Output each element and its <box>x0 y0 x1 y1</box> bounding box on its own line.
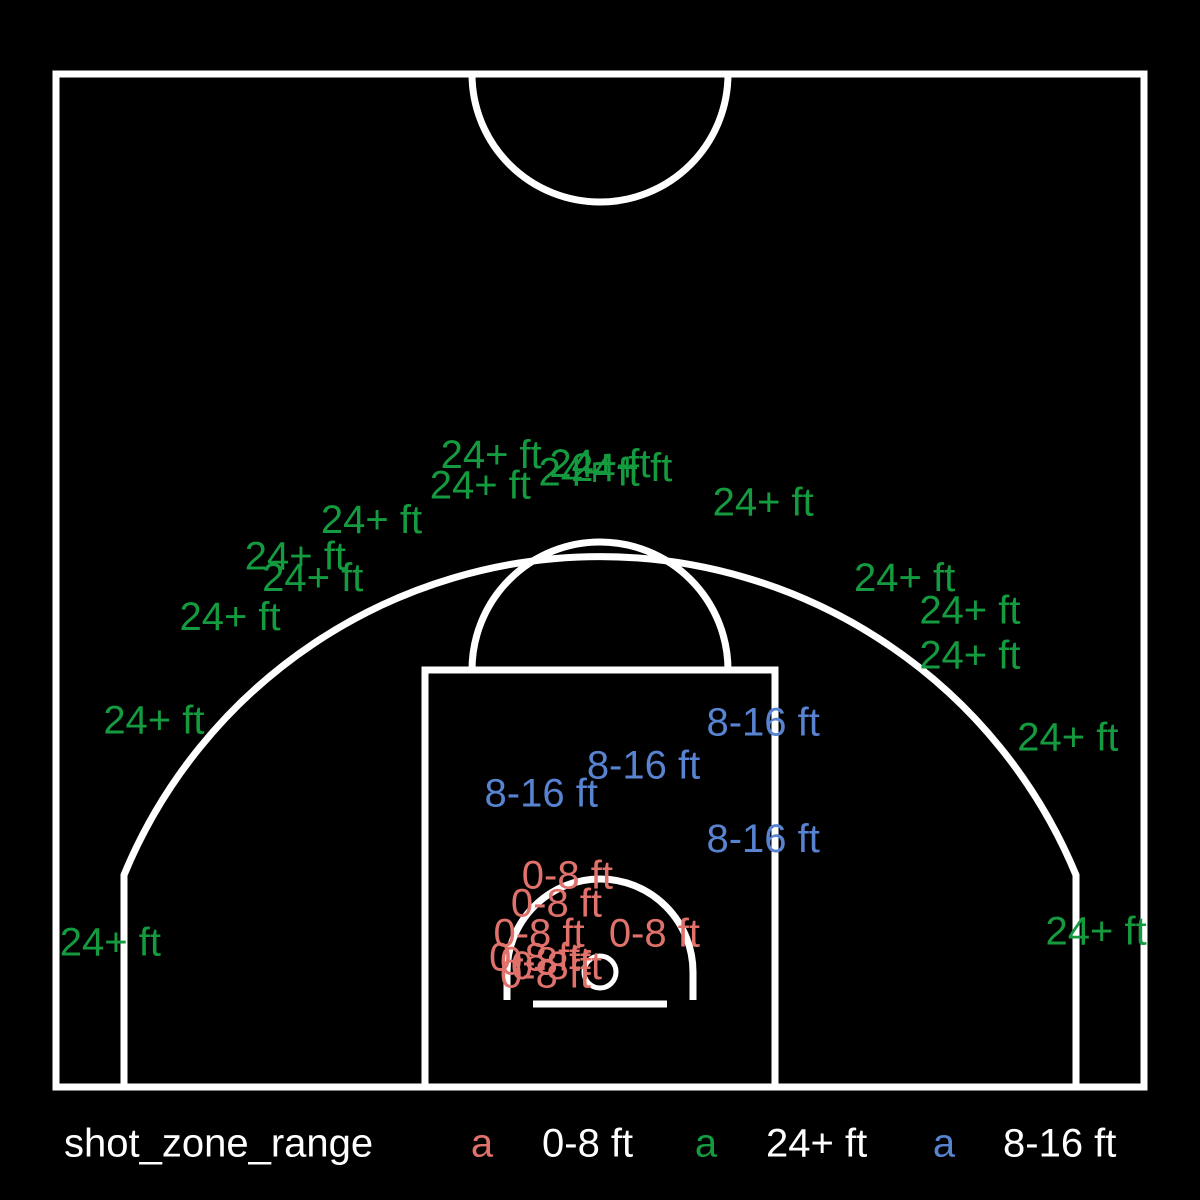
shot-label: 24+ ft <box>1046 910 1147 954</box>
free-throw-circle <box>468 538 732 671</box>
center-circle <box>468 73 732 206</box>
shot-label: 24+ ft <box>571 446 672 490</box>
rim <box>581 953 619 991</box>
legend-entry-label: 24+ ft <box>766 1122 867 1166</box>
court-boundary <box>52 70 1148 1091</box>
court-lines <box>52 70 1148 1091</box>
shot-label: 24+ ft <box>854 556 955 600</box>
legend-entry-label: 8-16 ft <box>1003 1122 1116 1166</box>
shot-label: 0-8 ft <box>522 853 613 897</box>
legend-key-glyph: a <box>695 1122 718 1166</box>
legend-key-glyph: a <box>933 1122 956 1166</box>
legend-title: shot_zone_range <box>64 1122 373 1166</box>
shot-label: 24+ ft <box>245 535 346 579</box>
legend-key-glyph: a <box>471 1122 494 1166</box>
shot-label: 0-8 ft <box>609 912 700 956</box>
shot-label: 24+ ft <box>919 634 1020 678</box>
shot-label: 24+ ft <box>60 920 161 964</box>
shot-label: 24+ ft <box>919 588 1020 632</box>
shot-label: 0-8 ft <box>500 940 591 984</box>
shot-label: 24+ ft <box>1017 716 1118 760</box>
shot-label: 24+ ft <box>430 463 531 507</box>
shot-label: 24+ ft <box>321 498 422 542</box>
shot-label: 0-8 ft <box>493 912 584 956</box>
shot-label: 24+ ft <box>441 433 542 477</box>
shot-label: 0-8 ft <box>500 953 591 997</box>
shot-labels: 0-8 ft0-8 ft0-8 ft0-8 ft0-8 ft0-8 ft0-8 … <box>60 433 1147 996</box>
shot-label: 0-8 ft <box>511 882 602 926</box>
shot-label: 8-16 ft <box>706 817 819 861</box>
shot-label: 8-16 ft <box>587 744 700 788</box>
legend: shot_zone_range a 0-8 ft a 24+ ft a 8-16 ft <box>64 1122 1116 1166</box>
legend-entry-label: 0-8 ft <box>542 1122 633 1166</box>
shot-label: 24+ ft <box>549 442 650 486</box>
shot-label: 24+ ft <box>713 481 814 525</box>
shot-label: 24+ ft <box>539 450 640 494</box>
shot-label: 0-8 ft <box>511 944 602 988</box>
paint-lane <box>421 666 779 1091</box>
shot-label: 0-8 ft <box>489 935 580 979</box>
shot-label: 8-16 ft <box>485 772 598 816</box>
shot-label: 24+ ft <box>179 595 280 639</box>
three-point-line <box>120 553 1080 1087</box>
shot-label: 24+ ft <box>262 556 363 600</box>
restricted-area-arc <box>503 875 697 1000</box>
shot-label: 8-16 ft <box>706 700 819 744</box>
shot-label: 24+ ft <box>103 698 204 742</box>
